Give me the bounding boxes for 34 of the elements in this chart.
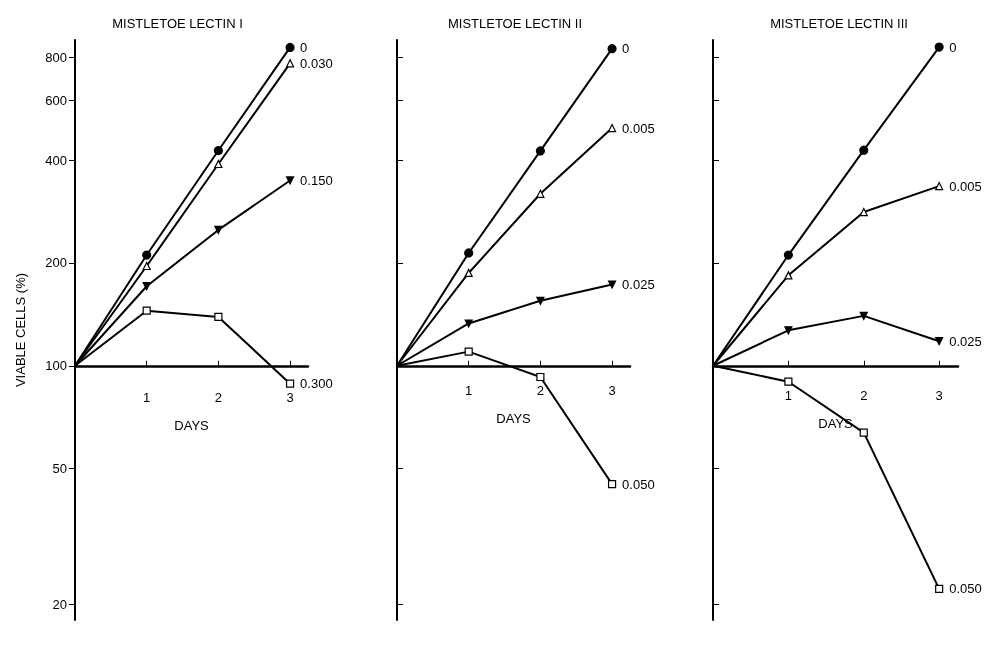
- series-label: 0.005: [949, 178, 982, 194]
- series-label: 0.150: [300, 172, 333, 188]
- x-tick-label: 1: [143, 389, 151, 405]
- y-tick-label: 800: [45, 49, 67, 65]
- series-label: 0.005: [622, 120, 655, 136]
- y-tick-label: 100: [45, 358, 67, 374]
- y-axis-title: VIABLE CELLS (%): [13, 272, 28, 388]
- x-axis-title: DAYS: [174, 417, 210, 433]
- y-tick-label: 20: [52, 596, 67, 612]
- chart-title: MISTLETOE LECTIN III: [770, 16, 908, 31]
- series-label: 0: [949, 39, 957, 55]
- x-tick-label: 3: [608, 383, 616, 398]
- series-label: 0.050: [622, 476, 655, 492]
- chart-title: MISTLETOE LECTIN I: [112, 16, 243, 31]
- x-tick-label: 2: [860, 387, 868, 403]
- y-tick-label: 400: [45, 152, 67, 168]
- series-label: 0.030: [300, 55, 333, 71]
- x-tick-label: 3: [935, 387, 943, 403]
- x-axis-title: DAYS: [496, 411, 532, 426]
- series-label: 0: [300, 39, 308, 55]
- series-label: 0.025: [622, 277, 655, 292]
- y-tick-label: 50: [52, 461, 67, 477]
- x-tick-label: 2: [214, 389, 222, 405]
- x-tick-label: 3: [286, 389, 294, 405]
- series-label: 0.025: [949, 333, 982, 349]
- x-tick-label: 1: [465, 383, 473, 398]
- series-label: 0.300: [300, 376, 333, 392]
- series-label: 0.050: [949, 581, 982, 597]
- x-tick-label: 2: [536, 383, 544, 398]
- y-tick-label: 600: [45, 92, 67, 108]
- chart-title: MISTLETOE LECTIN II: [447, 16, 583, 31]
- series-label: 0: [622, 41, 630, 57]
- x-tick-label: 1: [784, 387, 792, 403]
- y-tick-label: 200: [45, 255, 67, 271]
